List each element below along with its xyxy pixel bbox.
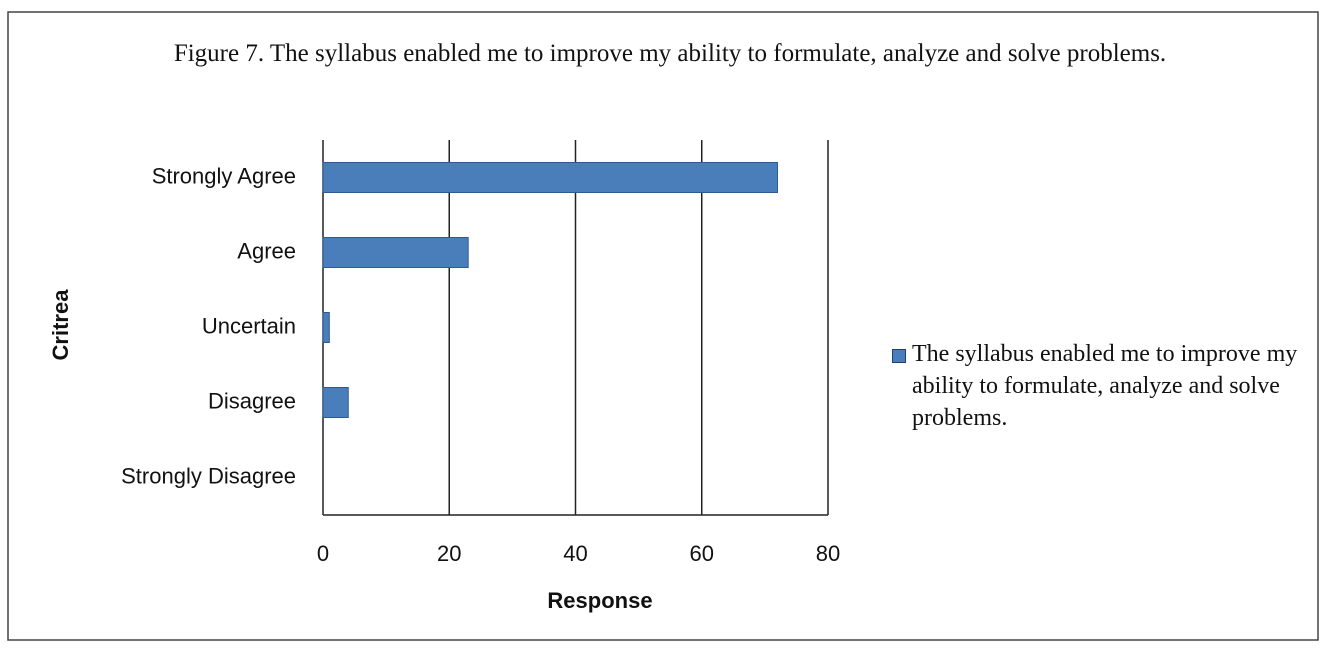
legend-label: The syllabus enabled me to improve my ab… xyxy=(912,341,1298,431)
x-tick-label: 0 xyxy=(317,541,329,566)
y-tick-label: Uncertain xyxy=(202,313,296,338)
bar xyxy=(322,387,349,418)
chart-border xyxy=(7,11,1319,641)
legend-swatch xyxy=(892,349,906,363)
y-tick-label: Disagree xyxy=(208,388,296,413)
chart-title: Figure 7. The syllabus enabled me to imp… xyxy=(173,40,1167,67)
x-tick-label: 40 xyxy=(563,541,587,566)
legend: The syllabus enabled me to improve my ab… xyxy=(888,338,1327,434)
x-tick-label: 80 xyxy=(816,541,840,566)
x-tick-label: 20 xyxy=(437,541,461,566)
y-tick-label: Strongly Agree xyxy=(152,163,296,188)
bar xyxy=(322,312,330,343)
bar xyxy=(322,162,778,193)
y-tick-label: Agree xyxy=(237,238,296,263)
bar xyxy=(322,237,469,268)
x-axis-label: Response xyxy=(547,588,652,613)
x-tick-label: 60 xyxy=(690,541,714,566)
y-axis-label: Critrea xyxy=(48,289,73,361)
y-tick-label: Strongly Disagree xyxy=(121,463,296,488)
